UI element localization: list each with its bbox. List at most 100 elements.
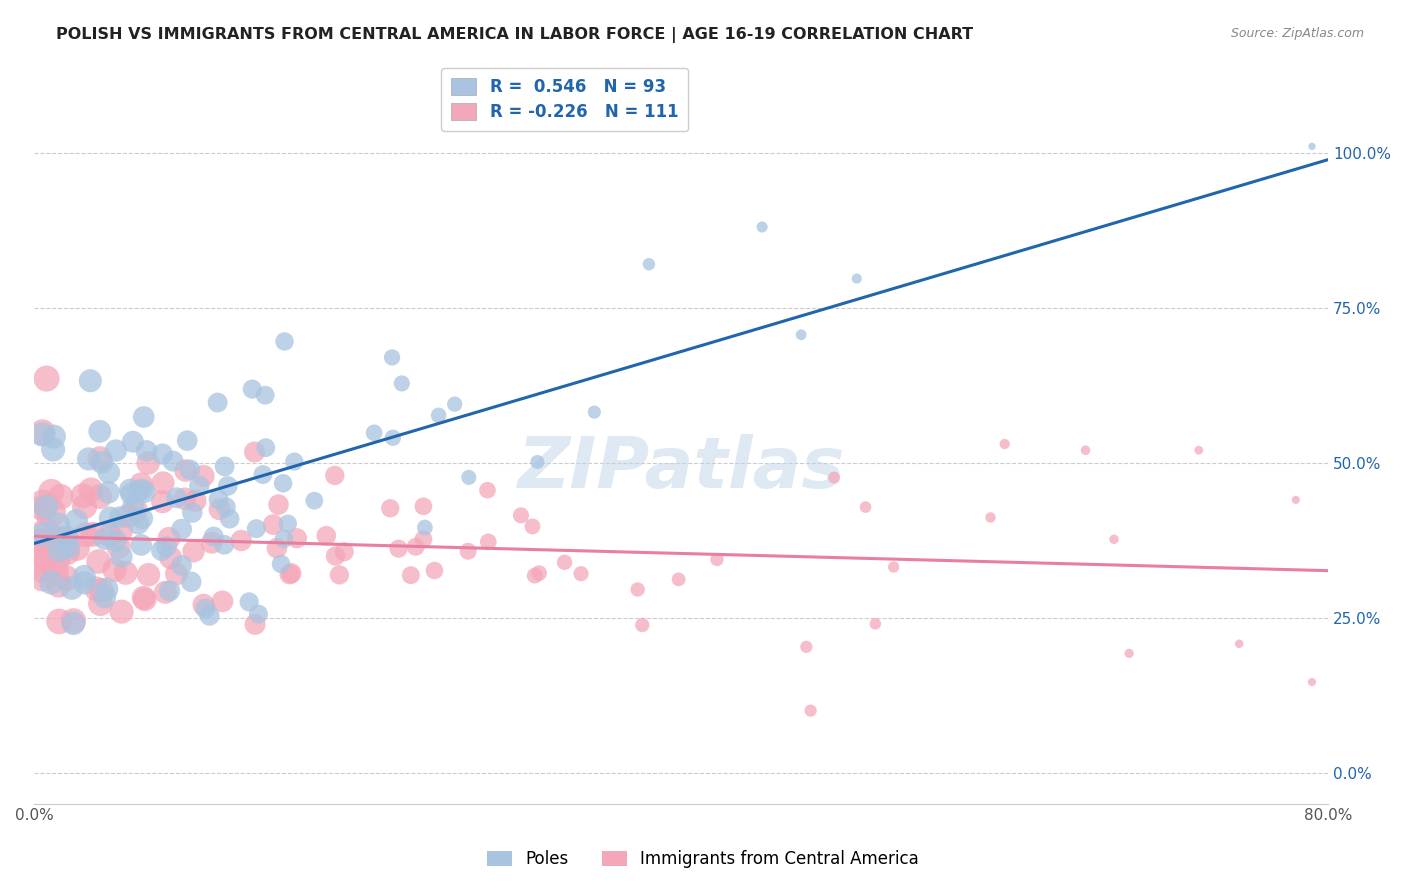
Point	[152, 494, 174, 508]
Point	[173, 491, 195, 506]
Point	[65, 514, 87, 528]
Point	[134, 592, 156, 607]
Point	[39, 575, 62, 590]
Point	[198, 608, 221, 623]
Point	[170, 522, 193, 536]
Point	[129, 477, 152, 491]
Point	[333, 545, 356, 559]
Point	[790, 327, 813, 342]
Point	[89, 490, 111, 504]
Point	[103, 563, 125, 577]
Point	[162, 454, 184, 468]
Point	[75, 527, 97, 541]
Point	[93, 590, 115, 604]
Point	[413, 520, 436, 534]
Point	[194, 601, 217, 615]
Point	[477, 483, 499, 498]
Point	[457, 470, 479, 484]
Point	[315, 529, 337, 543]
Point	[277, 516, 299, 531]
Legend: Poles, Immigrants from Central America: Poles, Immigrants from Central America	[481, 844, 925, 875]
Point	[193, 598, 215, 612]
Point	[280, 566, 302, 581]
Point	[583, 405, 606, 419]
Point	[427, 409, 450, 423]
Point	[128, 483, 150, 498]
Point	[66, 541, 89, 556]
Point	[179, 463, 201, 477]
Point	[129, 538, 152, 552]
Point	[994, 437, 1017, 451]
Point	[90, 583, 112, 598]
Point	[159, 583, 181, 598]
Point	[73, 575, 96, 590]
Point	[800, 704, 823, 718]
Point	[283, 454, 305, 468]
Point	[97, 485, 120, 500]
Point	[87, 555, 110, 569]
Point	[238, 595, 260, 609]
Point	[110, 605, 132, 619]
Point	[526, 455, 548, 469]
Point	[399, 568, 422, 582]
Point	[638, 257, 661, 271]
Point	[208, 502, 231, 516]
Point	[477, 534, 499, 549]
Point	[118, 483, 141, 497]
Point	[31, 427, 53, 442]
Point	[31, 563, 53, 577]
Point	[150, 543, 173, 558]
Point	[443, 397, 465, 411]
Point	[104, 443, 127, 458]
Point	[157, 532, 180, 546]
Point	[39, 505, 62, 519]
Text: ZIPatlas: ZIPatlas	[517, 434, 845, 503]
Point	[243, 617, 266, 632]
Point	[34, 552, 56, 566]
Point	[273, 334, 295, 349]
Point	[207, 492, 229, 507]
Point	[267, 498, 290, 512]
Point	[273, 532, 295, 546]
Point	[391, 376, 413, 391]
Point	[79, 374, 101, 388]
Point	[35, 524, 58, 538]
Point	[381, 431, 404, 445]
Point	[80, 483, 103, 497]
Point	[174, 464, 197, 478]
Point	[527, 566, 550, 581]
Point	[523, 568, 546, 582]
Point	[845, 271, 868, 285]
Point	[117, 508, 139, 523]
Point	[122, 500, 145, 514]
Point	[188, 479, 211, 493]
Point	[325, 549, 347, 563]
Point	[56, 545, 79, 559]
Point	[627, 582, 650, 597]
Point	[138, 567, 160, 582]
Point	[554, 555, 576, 569]
Point	[1118, 646, 1140, 660]
Point	[245, 522, 267, 536]
Point	[31, 571, 53, 585]
Point	[134, 485, 156, 500]
Point	[152, 475, 174, 490]
Point	[125, 503, 148, 517]
Point	[35, 500, 58, 514]
Point	[35, 371, 58, 385]
Point	[107, 540, 129, 554]
Point	[423, 564, 446, 578]
Point	[271, 476, 294, 491]
Point	[979, 510, 1001, 524]
Point	[132, 591, 155, 605]
Point	[405, 540, 427, 554]
Point	[55, 531, 77, 545]
Point	[883, 560, 905, 574]
Point	[42, 429, 65, 443]
Point	[98, 510, 121, 524]
Point	[631, 618, 654, 632]
Text: Source: ZipAtlas.com: Source: ZipAtlas.com	[1230, 27, 1364, 40]
Point	[89, 451, 111, 466]
Point	[202, 530, 225, 544]
Point	[252, 467, 274, 482]
